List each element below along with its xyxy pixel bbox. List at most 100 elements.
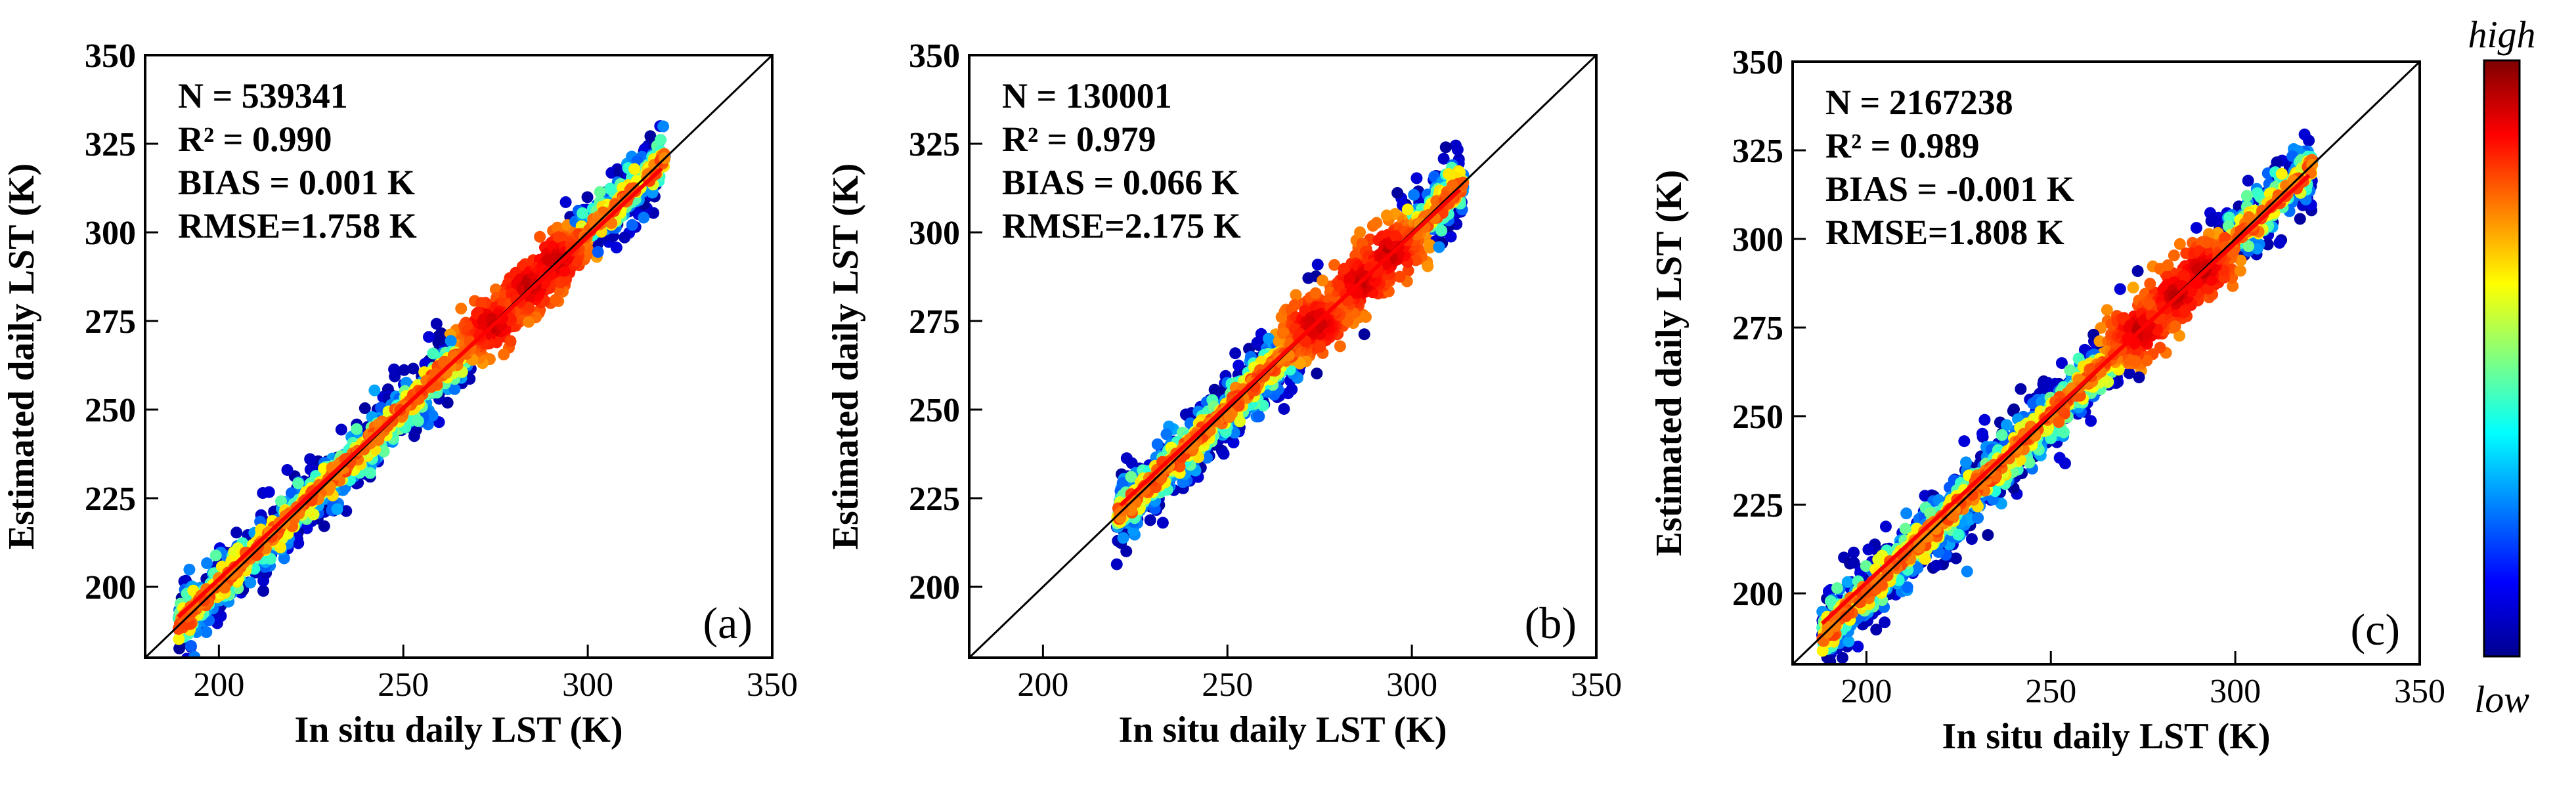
data-point [577,207,589,219]
fit-line [177,167,663,619]
data-point [427,347,439,360]
x-tick-label: 350 [747,666,798,704]
data-point [594,186,606,198]
data-point [1251,337,1263,349]
data-point [434,333,447,346]
data-point [559,196,572,208]
data-point [1120,452,1133,465]
data-point [304,453,317,465]
data-point [657,120,670,133]
data-point [1208,383,1221,396]
data-point [274,542,287,554]
stats-line: N = 539341 [178,76,348,116]
data-point [1408,188,1420,201]
data-point [1309,287,1322,299]
x-axis-label: In situ daily LST (K) [294,710,622,750]
data-point [638,211,650,224]
data-point [523,301,535,314]
data-point [558,265,571,277]
data-point [1354,226,1366,238]
data-point [1217,448,1230,460]
data-point [523,316,535,328]
data-point [475,297,487,309]
data-point [489,283,502,295]
data-point [1151,438,1164,450]
data-point [209,549,222,562]
plot-frame [144,54,774,659]
data-point [263,486,275,498]
data-point [1314,341,1326,353]
point-cloud [1110,139,1470,570]
data-point [1290,289,1302,301]
data-point [1117,532,1129,544]
data-point [1393,270,1406,283]
data-point [340,505,353,517]
data-point [1380,209,1393,222]
data-point [655,134,667,146]
data-point [335,423,347,436]
data-point [423,331,435,343]
data-point [301,522,313,534]
data-point [445,335,457,347]
data-point [592,245,604,258]
data-point [626,219,638,231]
data-point [1391,186,1404,199]
data-point [398,364,410,376]
data-point [1402,265,1414,277]
data-point [455,303,468,315]
data-point [1277,327,1289,339]
data-point [1410,172,1423,184]
data-point [1110,558,1123,570]
data-point [628,163,641,175]
data-point [448,383,461,395]
data-point [257,585,270,597]
data-point [1160,428,1173,440]
data-point [619,231,631,244]
data-point [1445,230,1457,243]
data-point [604,182,617,195]
data-point [185,640,197,652]
data-point [1424,242,1436,254]
data-point [542,254,554,267]
data-point [1288,299,1301,311]
data-point [1125,471,1137,483]
data-point [407,362,420,375]
stats-line: BIAS = 0.001 K [178,163,415,202]
panel-label: (a) [703,598,753,648]
data-point [1286,383,1298,396]
data-point [1311,367,1323,379]
data-point [1338,263,1350,275]
data-point [1334,340,1346,352]
data-point [1437,152,1450,165]
data-point [581,191,594,203]
data-point [351,423,363,435]
data-point [318,520,330,532]
data-point [504,335,517,347]
data-point [1435,224,1448,237]
data-point [534,230,546,243]
y-tick-label: 300 [85,215,136,252]
data-point [368,384,381,396]
data-point [498,349,510,361]
data-point [1433,241,1445,253]
y-tick-label: 325 [85,126,136,163]
data-point [408,430,420,442]
data-point [173,642,186,654]
data-point [430,318,443,330]
data-point [281,463,294,476]
x-tick-label: 300 [562,666,613,704]
data-point [1401,203,1414,216]
data-point [1253,410,1265,423]
y-tick-label: 250 [85,392,136,429]
y-tick-label: 350 [85,37,136,75]
data-point [244,576,257,589]
data-point [551,221,563,234]
data-point [644,130,657,142]
data-point [1439,141,1452,154]
data-point [1116,477,1129,489]
data-point [1311,259,1324,271]
x-tick-label: 200 [193,666,244,704]
data-point [1263,332,1275,345]
data-point [1201,452,1213,464]
